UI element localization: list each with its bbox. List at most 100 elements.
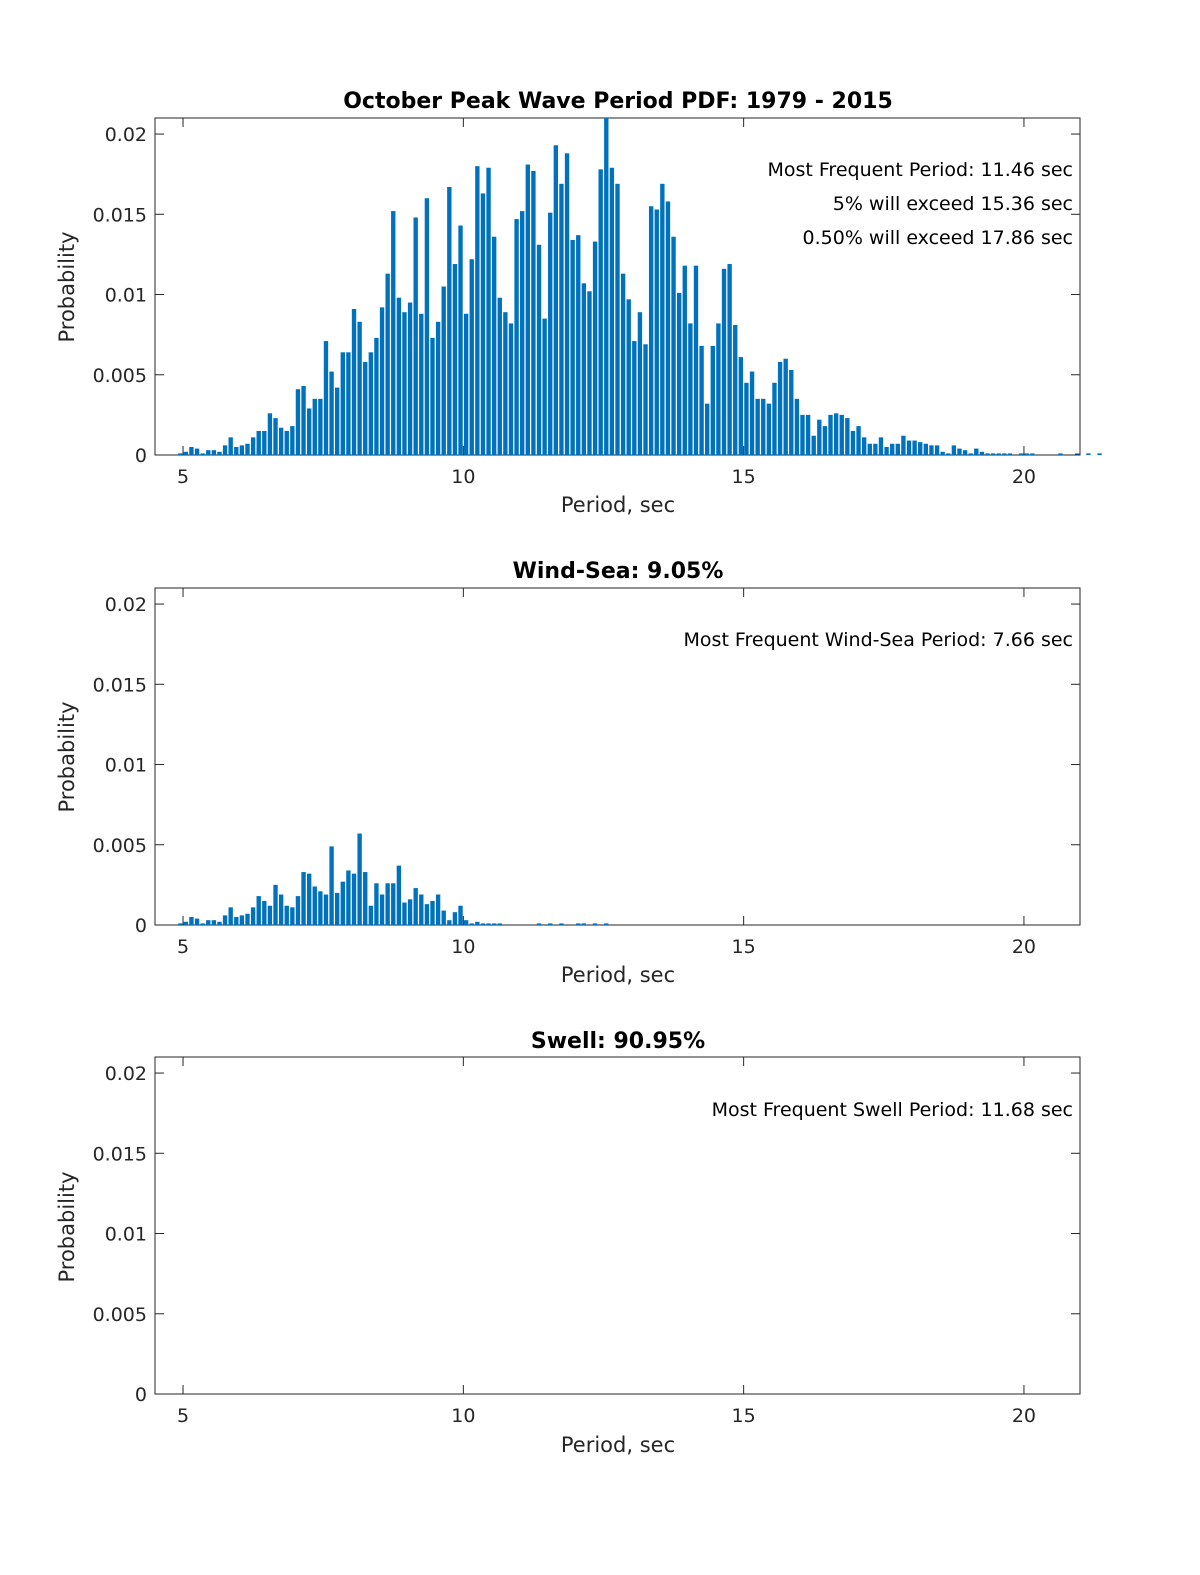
bar [419, 894, 424, 925]
bar [340, 881, 345, 925]
bar [318, 398, 323, 455]
bar [290, 426, 295, 455]
bar [643, 344, 648, 455]
bar [699, 345, 704, 455]
bar [839, 414, 844, 455]
bar [766, 403, 772, 455]
x-axis-label: Period, sec [561, 963, 675, 987]
bar [946, 453, 951, 455]
bar [469, 259, 474, 455]
bar [278, 427, 284, 455]
bar [604, 923, 609, 925]
x-tick-label: 15 [732, 1405, 756, 1427]
bar [520, 211, 525, 455]
bar [363, 361, 368, 455]
bar [295, 896, 301, 925]
bar [301, 872, 306, 925]
bar [407, 899, 413, 925]
bar [346, 870, 351, 925]
bar [749, 371, 755, 455]
bar [536, 244, 542, 455]
bar [189, 916, 194, 925]
bar [822, 426, 828, 455]
bar [878, 437, 884, 455]
bar [637, 312, 643, 455]
bar [738, 357, 744, 455]
x-tick-label: 20 [1012, 936, 1036, 958]
bar [789, 369, 794, 455]
chart-title: Wind-Sea: 9.05% [513, 559, 724, 584]
bar [660, 183, 665, 456]
bar [262, 430, 267, 455]
bar [245, 443, 250, 455]
y-tick-label: 0 [135, 445, 147, 467]
bar [301, 386, 306, 455]
bar [996, 453, 1001, 455]
bar [1024, 453, 1029, 455]
bar [379, 894, 385, 925]
bar [211, 450, 217, 455]
y-tick-label: 0.015 [93, 204, 147, 226]
x-tick-label: 5 [177, 936, 189, 958]
chart-title: October Peak Wave Period PDF: 1979 - 201… [343, 89, 893, 114]
bar [413, 888, 418, 925]
bar [228, 907, 233, 925]
axes-frame [154, 587, 1081, 926]
bar [312, 398, 317, 455]
bar [211, 920, 217, 925]
bar [335, 892, 340, 925]
y-tick-label: 0.005 [93, 1304, 147, 1326]
bar [318, 891, 323, 925]
bar [463, 313, 469, 455]
bar [615, 183, 620, 456]
bar [929, 445, 934, 455]
bar [761, 398, 766, 455]
bar [402, 902, 407, 925]
bar [351, 308, 357, 455]
bar [250, 437, 256, 455]
bar [665, 201, 671, 455]
bar [861, 437, 867, 455]
x-tick-label: 5 [177, 1405, 189, 1427]
bar [581, 283, 587, 455]
bar [805, 414, 811, 455]
bar [262, 900, 267, 925]
bar [1007, 453, 1013, 455]
bars-overall [178, 118, 1102, 456]
bar [363, 872, 368, 925]
bar [194, 918, 200, 925]
bar [721, 268, 727, 455]
x-tick-label: 10 [451, 466, 475, 488]
bar [419, 313, 424, 455]
x-tick-label: 15 [732, 466, 756, 488]
bar [435, 321, 441, 455]
bars-wind-sea [178, 833, 609, 925]
bar [374, 883, 379, 925]
bar [424, 904, 430, 925]
bar [604, 118, 609, 455]
bar [463, 920, 469, 925]
bar [222, 915, 228, 925]
bar [710, 345, 715, 455]
bar [491, 923, 497, 925]
bar [178, 453, 183, 455]
bar [368, 905, 374, 925]
bar [514, 219, 519, 455]
bar [901, 435, 906, 455]
y-tick-label: 0 [135, 1384, 147, 1406]
bar [284, 905, 289, 925]
bar [676, 292, 682, 455]
bar [239, 445, 245, 455]
bar [794, 398, 800, 455]
bar [480, 193, 486, 456]
bar [884, 446, 889, 455]
bar [985, 453, 990, 455]
x-tick-label: 20 [1012, 466, 1036, 488]
bar [890, 443, 895, 455]
bar [475, 921, 480, 925]
bar [312, 886, 317, 925]
y-tick-label: 0.015 [93, 1143, 147, 1165]
annotation-most-frequent: Most Frequent Wind-Sea Period: 7.66 sec [684, 629, 1073, 651]
bar [626, 299, 631, 455]
bar [491, 236, 497, 455]
